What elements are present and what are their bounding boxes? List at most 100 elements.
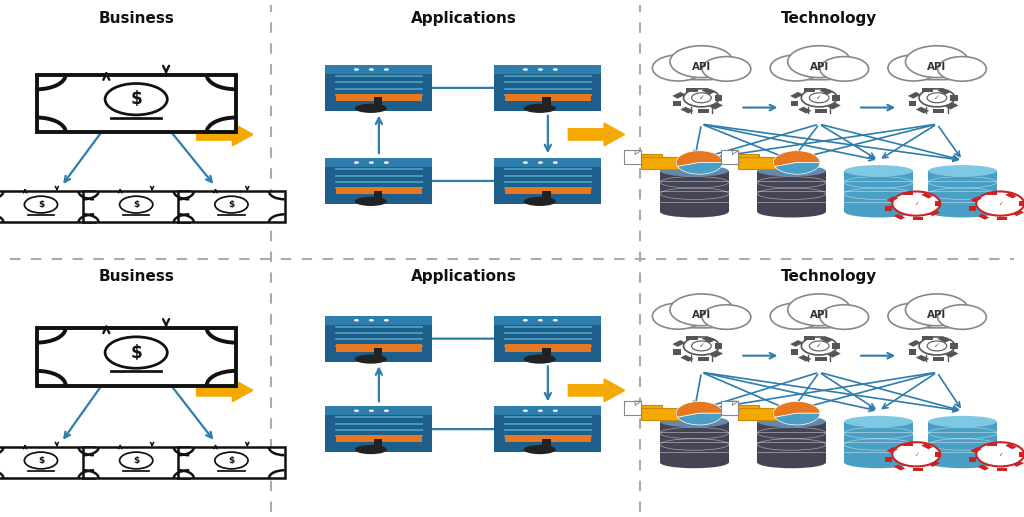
Bar [815, 109, 826, 113]
Bar [374, 191, 382, 198]
Bar [886, 457, 892, 462]
Bar [37, 328, 236, 386]
Bar [505, 187, 591, 194]
Bar [791, 340, 804, 347]
Ellipse shape [354, 355, 387, 363]
Bar [336, 187, 422, 194]
Ellipse shape [894, 64, 980, 80]
Wedge shape [676, 402, 723, 417]
Circle shape [691, 341, 712, 351]
Bar [701, 336, 715, 343]
Bar [886, 206, 892, 211]
Bar [937, 88, 950, 95]
Text: $: $ [228, 200, 234, 209]
Circle shape [120, 452, 153, 469]
Circle shape [976, 442, 1024, 466]
Ellipse shape [660, 457, 728, 468]
Bar [903, 443, 913, 446]
Bar [913, 468, 924, 471]
Bar [673, 340, 686, 347]
Ellipse shape [758, 416, 825, 427]
Circle shape [652, 303, 703, 329]
Text: ✓: ✓ [698, 95, 705, 101]
Circle shape [553, 319, 558, 322]
Bar [178, 447, 285, 478]
Circle shape [553, 161, 558, 164]
Circle shape [538, 68, 543, 71]
Ellipse shape [354, 104, 387, 113]
Bar [686, 88, 697, 92]
Bar [819, 336, 833, 343]
Bar [721, 401, 738, 415]
Ellipse shape [660, 416, 728, 427]
Bar [715, 343, 722, 349]
Bar [374, 439, 382, 446]
Bar [922, 444, 933, 449]
Bar [326, 65, 432, 74]
Bar [543, 98, 551, 105]
Wedge shape [773, 402, 820, 417]
Circle shape [905, 46, 969, 78]
Circle shape [820, 305, 868, 329]
Text: API: API [692, 62, 711, 71]
Bar [987, 443, 997, 446]
Bar [1006, 193, 1017, 199]
Bar [1019, 201, 1024, 206]
Circle shape [892, 191, 940, 216]
Bar [178, 191, 285, 222]
Circle shape [25, 452, 57, 469]
Bar [758, 421, 825, 463]
Wedge shape [775, 413, 820, 425]
Bar [738, 154, 759, 157]
Bar [935, 201, 941, 206]
Bar [660, 421, 728, 463]
Text: ✓: ✓ [998, 452, 1002, 457]
Circle shape [215, 452, 248, 469]
Ellipse shape [354, 445, 387, 454]
Bar [970, 457, 976, 462]
Ellipse shape [758, 165, 825, 176]
Bar [495, 406, 601, 415]
Circle shape [553, 409, 558, 412]
Bar [937, 336, 950, 343]
Bar [894, 465, 905, 470]
Circle shape [538, 161, 543, 164]
Ellipse shape [658, 312, 744, 328]
Circle shape [670, 294, 733, 326]
Bar [336, 94, 422, 101]
Bar [37, 74, 236, 132]
Ellipse shape [845, 165, 912, 176]
Bar [970, 206, 976, 211]
Circle shape [802, 337, 837, 355]
Bar [738, 157, 797, 169]
Bar [543, 348, 551, 356]
Circle shape [105, 84, 167, 115]
Ellipse shape [758, 457, 825, 468]
Bar [1019, 452, 1024, 457]
Bar [641, 408, 699, 419]
Circle shape [905, 294, 969, 326]
Text: API: API [810, 62, 828, 71]
Bar [758, 171, 825, 212]
Text: $: $ [38, 200, 44, 209]
Bar [543, 439, 551, 446]
Bar [83, 191, 189, 222]
Bar [641, 154, 662, 157]
Bar [495, 316, 601, 361]
Bar [791, 92, 804, 99]
Text: Technology: Technology [781, 10, 878, 26]
Bar [971, 447, 982, 453]
Bar [845, 171, 912, 212]
Circle shape [553, 68, 558, 71]
Bar [721, 150, 738, 164]
Circle shape [938, 305, 986, 329]
Circle shape [920, 337, 954, 355]
Circle shape [770, 55, 821, 81]
Ellipse shape [929, 457, 996, 468]
Ellipse shape [845, 206, 912, 218]
Bar [908, 349, 916, 355]
Circle shape [354, 68, 358, 71]
Text: $: $ [133, 456, 139, 465]
Bar [845, 421, 912, 463]
Bar [686, 337, 697, 340]
